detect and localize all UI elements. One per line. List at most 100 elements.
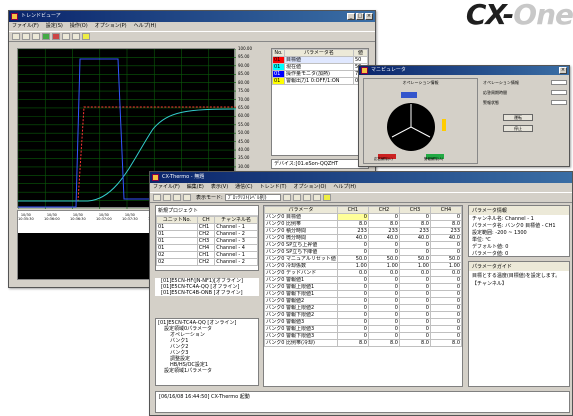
tree-item[interactable]: バンク1	[170, 338, 189, 344]
menu-edit[interactable]: 編集(E)	[186, 184, 204, 190]
param-value-cell[interactable]: 50.0	[367, 255, 400, 263]
stop-icon[interactable]	[52, 33, 60, 40]
grid-row[interactable]: バンク0 警報値3 0 0 0 0	[264, 318, 462, 326]
param-value-cell[interactable]: 0	[336, 241, 369, 249]
unit-row[interactable]: 01 CH2 Channel - 2	[156, 230, 258, 238]
param-value-cell[interactable]: 0	[336, 283, 369, 291]
trend-chart[interactable]	[17, 48, 236, 209]
device-item[interactable]: [01]E5CN-TC4A-QQ [オフライン]	[155, 284, 259, 290]
grid-row[interactable]: バンク0 デッドバンド 0.0 0.0 0.0 0.0	[264, 269, 462, 277]
gauge-left-label[interactable]: 応答解除(L)	[374, 157, 393, 161]
unit-row[interactable]: 02 CH2 Channel - 2	[156, 258, 258, 266]
new-icon[interactable]	[153, 194, 161, 201]
param-value-cell[interactable]: 233	[398, 227, 431, 235]
gauge-close-button[interactable]: ×	[559, 67, 567, 74]
param-row[interactable]: 01 警報出力1 0:OFF/1:ON 0	[272, 77, 368, 85]
run-button[interactable]: 運転	[503, 114, 533, 121]
param-value-cell[interactable]: 40.0	[398, 234, 431, 242]
menu-operation[interactable]: 操作(O)	[69, 23, 88, 29]
tree-item[interactable]: HB/HS/OC設定1	[170, 362, 209, 368]
param-value-cell[interactable]: 0	[367, 297, 400, 305]
param-value-cell[interactable]: 0	[398, 332, 431, 340]
close-button[interactable]: ×	[365, 13, 373, 20]
param-value-cell[interactable]: 0	[398, 276, 431, 284]
param-value-cell[interactable]: 233	[429, 227, 462, 235]
param-value-cell[interactable]: 0	[367, 283, 400, 291]
param-value-cell[interactable]: 0	[367, 213, 400, 221]
grid-row[interactable]: バンク0 警報上限値3 0 0 0 0	[264, 325, 462, 333]
param-value-cell[interactable]: 1.00	[429, 262, 462, 270]
param-value-cell[interactable]: 0	[367, 318, 400, 326]
param-row[interactable]: 01 目標値 50	[272, 56, 368, 64]
param-value-cell[interactable]: 0	[429, 304, 462, 312]
param-value-cell[interactable]: 0	[367, 304, 400, 312]
param-value-cell[interactable]: 0.0	[429, 269, 462, 277]
help-icon[interactable]	[82, 33, 90, 40]
unit-row[interactable]: 01 CH4 Channel - 4	[156, 244, 258, 252]
save-icon[interactable]	[173, 194, 181, 201]
unit-row[interactable]: 01 CH3 Channel - 3	[156, 237, 258, 245]
new-icon[interactable]	[12, 33, 20, 40]
start-icon[interactable]	[42, 33, 50, 40]
unit-row[interactable]: 02 CH1 Channel - 1	[156, 251, 258, 259]
menu-comm[interactable]: 通信(C)	[235, 184, 253, 190]
param-value-cell[interactable]: 0	[336, 276, 369, 284]
param-value-cell[interactable]: 8.0	[429, 339, 462, 347]
tree-item[interactable]: オペレーション	[170, 332, 205, 338]
param-value-cell[interactable]: 0	[429, 332, 462, 340]
param-value-cell[interactable]: 0	[429, 318, 462, 326]
zoom-icon[interactable]	[62, 33, 70, 40]
grid-icon[interactable]	[312, 194, 321, 201]
grid-row[interactable]: バンク0 積分時間 233 233 233 233	[264, 227, 462, 235]
param-value-cell[interactable]: 0	[398, 241, 431, 249]
param-value-cell[interactable]: 40.0	[336, 234, 369, 242]
param-value-cell[interactable]: 0	[336, 213, 369, 221]
param-value-cell[interactable]: 8.0	[336, 220, 369, 228]
param-value-cell[interactable]: 0	[429, 241, 462, 249]
param-value-cell[interactable]: 0	[398, 283, 431, 291]
param-value-cell[interactable]: 8.0	[336, 339, 369, 347]
maximize-button[interactable]: □	[356, 13, 364, 20]
param-value-cell[interactable]: 8.0	[398, 339, 431, 347]
param-value-cell[interactable]: 0	[367, 241, 400, 249]
param-value-cell[interactable]: 50.0	[398, 255, 431, 263]
param-value-cell[interactable]: 50.0	[429, 255, 462, 263]
param-value-cell[interactable]: 0	[367, 276, 400, 284]
grid-row[interactable]: バンク0 警報下限値2 0 0 0 0	[264, 311, 462, 319]
tree-item[interactable]: [01]E5CN-TC4A-QQ [オンライン]	[158, 320, 237, 326]
param-value-cell[interactable]: 0	[336, 318, 369, 326]
param-value-cell[interactable]: 40.0	[429, 234, 462, 242]
param-value-cell[interactable]: 8.0	[429, 220, 462, 228]
param-value-cell[interactable]: 0	[429, 290, 462, 298]
open-icon[interactable]	[22, 33, 30, 40]
grid-row[interactable]: バンク0 警報下限値1 0 0 0 0	[264, 290, 462, 298]
grid-row[interactable]: バンク0 SP立ち上昇値 0 0 0 0	[264, 241, 462, 249]
menu-help[interactable]: ヘルプ(H)	[133, 23, 157, 29]
tree-item[interactable]: バンク3	[170, 350, 189, 356]
param-value-cell[interactable]: 0	[398, 297, 431, 305]
tree-item[interactable]: 設定領域1パラメータ	[164, 368, 213, 374]
grid-row[interactable]: バンク0 警報上限値2 0 0 0 0	[264, 304, 462, 312]
param-value-cell[interactable]: 0	[336, 325, 369, 333]
param-value-cell[interactable]: 0	[367, 248, 400, 256]
param-value-cell[interactable]: 0	[367, 290, 400, 298]
param-value-cell[interactable]: 50.0	[336, 255, 369, 263]
gauge-right-label[interactable]: 警報解除(A)	[424, 157, 444, 161]
print-icon[interactable]	[72, 33, 80, 40]
menu-file[interactable]: ファイル(F)	[12, 23, 39, 29]
menu-help[interactable]: ヘルプ(H)	[333, 184, 357, 190]
grid-row[interactable]: バンク0 警報値1 0 0 0 0	[264, 276, 462, 284]
minimize-button[interactable]: _	[347, 13, 355, 20]
device-item[interactable]: [01]E5CN-TC4B-ONB [オフライン]	[155, 290, 259, 296]
grid-row[interactable]: バンク0 警報値2 0 0 0 0	[264, 297, 462, 305]
param-value-cell[interactable]: 0	[367, 325, 400, 333]
menu-file[interactable]: ファイル(F)	[153, 184, 180, 190]
param-value-cell[interactable]: 40.0	[367, 234, 400, 242]
param-value-cell[interactable]: 8.0	[367, 220, 400, 228]
compare-icon[interactable]	[282, 194, 291, 201]
param-value-cell[interactable]: 0.0	[367, 269, 400, 277]
param-value-cell[interactable]: 0	[398, 248, 431, 256]
param-value-cell[interactable]: 0	[429, 276, 462, 284]
param-value-cell[interactable]: 0.0	[336, 269, 369, 277]
